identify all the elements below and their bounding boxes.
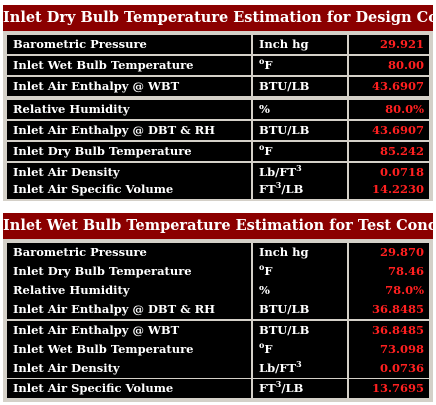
row-label: Barometric Pressure xyxy=(7,243,251,262)
row-value: 13.7695 xyxy=(349,379,429,398)
design-row-inlet-wet-bulb-temperature: Inlet Wet Bulb Temperature oF 80.00 xyxy=(7,56,429,75)
row-unit: BTU/LB xyxy=(253,300,347,319)
design-row-relative-humidity: Relative Humidity % 80.0% xyxy=(7,100,429,119)
row-value: 80.0% xyxy=(349,100,429,119)
test-row-inlet-air-density: Inlet Air Density Lb/FT3 0.0736 xyxy=(7,359,429,378)
row-label: Inlet Dry Bulb Temperature xyxy=(7,262,251,281)
row-value: 78.46 xyxy=(349,262,429,281)
design-row-barometric-pressure: Barometric Pressure Inch hg 29.921 xyxy=(7,35,429,54)
row-value: 78.0% xyxy=(349,281,429,300)
row-value: 85.242 xyxy=(349,142,429,161)
row-unit: % xyxy=(253,100,347,119)
row-label: Relative Humidity xyxy=(7,100,251,119)
row-label: Inlet Dry Bulb Temperature xyxy=(7,142,251,161)
test-row-inlet-air-enthalpy-wbt: Inlet Air Enthalpy @ WBT BTU/LB 36.8485 xyxy=(7,321,429,340)
row-label: Inlet Air Density xyxy=(7,163,251,182)
test-row-barometric-pressure: Barometric Pressure Inch hg 29.870 xyxy=(7,243,429,262)
row-value: 43.6907 xyxy=(349,77,429,96)
row-unit: Inch hg xyxy=(253,243,347,262)
row-value: 29.921 xyxy=(349,35,429,54)
row-label: Inlet Air Enthalpy @ DBT & RH xyxy=(7,300,251,319)
design-row-inlet-air-specific-volume: Inlet Air Specific Volume FT3/LB 14.2230 xyxy=(7,180,429,199)
row-unit: oF xyxy=(253,262,347,281)
test-panel-title: Inlet Wet Bulb Temperature Estimation fo… xyxy=(3,213,433,239)
design-condition-panel: Inlet Dry Bulb Temperature Estimation fo… xyxy=(3,5,433,201)
row-unit: oF xyxy=(253,142,347,161)
design-row-inlet-air-enthalpy-wbt: Inlet Air Enthalpy @ WBT BTU/LB 43.6907 xyxy=(7,77,429,96)
design-row-inlet-dry-bulb-temperature: Inlet Dry Bulb Temperature oF 85.242 xyxy=(7,142,429,161)
test-row-inlet-air-specific-volume: Inlet Air Specific Volume FT3/LB 13.7695 xyxy=(7,379,429,398)
test-condition-panel: Inlet Wet Bulb Temperature Estimation fo… xyxy=(3,213,433,402)
row-unit: Lb/FT3 xyxy=(253,163,347,182)
row-label: Inlet Air Specific Volume xyxy=(7,180,251,199)
row-value: 0.0736 xyxy=(349,359,429,378)
row-label: Relative Humidity xyxy=(7,281,251,300)
row-value: 73.098 xyxy=(349,340,429,359)
test-row-relative-humidity: Relative Humidity % 78.0% xyxy=(7,281,429,300)
row-label: Inlet Wet Bulb Temperature xyxy=(7,340,251,359)
row-unit: Lb/FT3 xyxy=(253,359,347,378)
row-value: 36.8485 xyxy=(349,300,429,319)
row-label: Inlet Air Enthalpy @ DBT & RH xyxy=(7,121,251,140)
design-row-inlet-air-density: Inlet Air Density Lb/FT3 0.0718 xyxy=(7,163,429,182)
row-value: 29.870 xyxy=(349,243,429,262)
row-label: Inlet Air Enthalpy @ WBT xyxy=(7,321,251,340)
design-row-inlet-air-enthalpy-dbt-rh: Inlet Air Enthalpy @ DBT & RH BTU/LB 43.… xyxy=(7,121,429,140)
row-label: Inlet Wet Bulb Temperature xyxy=(7,56,251,75)
row-value: 0.0718 xyxy=(349,163,429,182)
row-unit: Inch hg xyxy=(253,35,347,54)
row-unit: BTU/LB xyxy=(253,121,347,140)
row-unit: BTU/LB xyxy=(253,321,347,340)
row-unit: % xyxy=(253,281,347,300)
row-label: Inlet Air Density xyxy=(7,359,251,378)
row-label: Barometric Pressure xyxy=(7,35,251,54)
test-row-inlet-wet-bulb-temperature: Inlet Wet Bulb Temperature oF 73.098 xyxy=(7,340,429,359)
test-row-inlet-air-enthalpy-dbt-rh: Inlet Air Enthalpy @ DBT & RH BTU/LB 36.… xyxy=(7,300,429,319)
row-value: 36.8485 xyxy=(349,321,429,340)
row-value: 43.6907 xyxy=(349,121,429,140)
row-unit: oF xyxy=(253,56,347,75)
row-unit: FT3/LB xyxy=(253,379,347,398)
row-label: Inlet Air Enthalpy @ WBT xyxy=(7,77,251,96)
row-label: Inlet Air Specific Volume xyxy=(7,379,251,398)
design-panel-title: Inlet Dry Bulb Temperature Estimation fo… xyxy=(3,5,433,31)
test-row-inlet-dry-bulb-temperature: Inlet Dry Bulb Temperature oF 78.46 xyxy=(7,262,429,281)
row-value: 80.00 xyxy=(349,56,429,75)
row-unit: FT3/LB xyxy=(253,180,347,199)
row-unit: BTU/LB xyxy=(253,77,347,96)
row-value: 14.2230 xyxy=(349,180,429,199)
row-unit: oF xyxy=(253,340,347,359)
